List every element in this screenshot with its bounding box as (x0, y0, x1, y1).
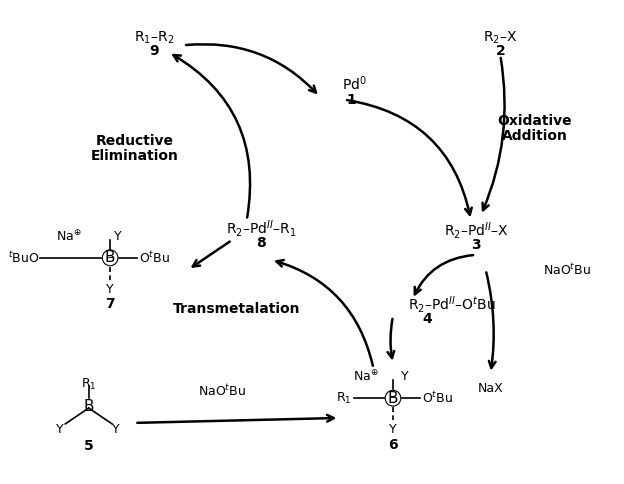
Text: O$^t$Bu: O$^t$Bu (422, 391, 453, 406)
Text: $\mathbf{5}$: $\mathbf{5}$ (84, 439, 94, 453)
Text: $\mathbf{1}$: $\mathbf{1}$ (346, 92, 357, 106)
Text: Oxidative: Oxidative (497, 114, 572, 128)
Text: B: B (105, 250, 115, 265)
Text: Transmetalation: Transmetalation (173, 302, 301, 316)
Text: Addition: Addition (502, 129, 567, 143)
Text: R$_1$–R$_2$: R$_1$–R$_2$ (134, 29, 174, 45)
Text: Reductive: Reductive (95, 134, 173, 148)
Text: Y: Y (106, 283, 114, 296)
Text: R$_1$: R$_1$ (336, 391, 352, 406)
Text: $\mathbf{3}$: $\mathbf{3}$ (470, 238, 481, 252)
Text: $\mathbf{4}$: $\mathbf{4}$ (422, 312, 432, 326)
Text: $\mathbf{8}$: $\mathbf{8}$ (256, 236, 266, 250)
Text: $^t$BuO: $^t$BuO (8, 250, 40, 266)
Text: Y: Y (389, 424, 397, 436)
Text: Elimination: Elimination (90, 149, 178, 163)
Text: NaO$^t$Bu: NaO$^t$Bu (198, 383, 246, 399)
Text: Y: Y (114, 229, 122, 242)
Text: $\mathbf{7}$: $\mathbf{7}$ (105, 297, 115, 311)
Text: $\mathbf{6}$: $\mathbf{6}$ (388, 438, 399, 452)
Text: −: − (106, 253, 114, 263)
Text: R$_2$–Pd$^{II}$–X: R$_2$–Pd$^{II}$–X (444, 220, 509, 241)
Text: R$_2$–Pd$^{II}$–R$_1$: R$_2$–Pd$^{II}$–R$_1$ (226, 218, 296, 239)
Text: $\mathbf{2}$: $\mathbf{2}$ (495, 44, 505, 58)
Text: B: B (388, 391, 398, 406)
Text: R$_2$–Pd$^{II}$–O$^t$Bu: R$_2$–Pd$^{II}$–O$^t$Bu (407, 294, 495, 315)
Text: NaO$^t$Bu: NaO$^t$Bu (542, 262, 591, 277)
Text: Na$^{\oplus}$: Na$^{\oplus}$ (56, 228, 82, 243)
Text: R$_2$–X: R$_2$–X (483, 29, 517, 45)
Text: Y: Y (56, 424, 63, 436)
Text: Pd$^{0}$: Pd$^{0}$ (343, 75, 367, 93)
Text: O$^t$Bu: O$^t$Bu (139, 250, 170, 266)
Text: R$_1$: R$_1$ (81, 377, 97, 392)
Text: NaX: NaX (477, 382, 504, 395)
Text: Na$^{\oplus}$: Na$^{\oplus}$ (353, 369, 379, 384)
Text: −: − (389, 393, 397, 403)
Text: Y: Y (401, 370, 409, 383)
Text: $\mathbf{9}$: $\mathbf{9}$ (149, 44, 159, 58)
Text: Y: Y (112, 424, 120, 436)
Text: B: B (84, 399, 94, 414)
